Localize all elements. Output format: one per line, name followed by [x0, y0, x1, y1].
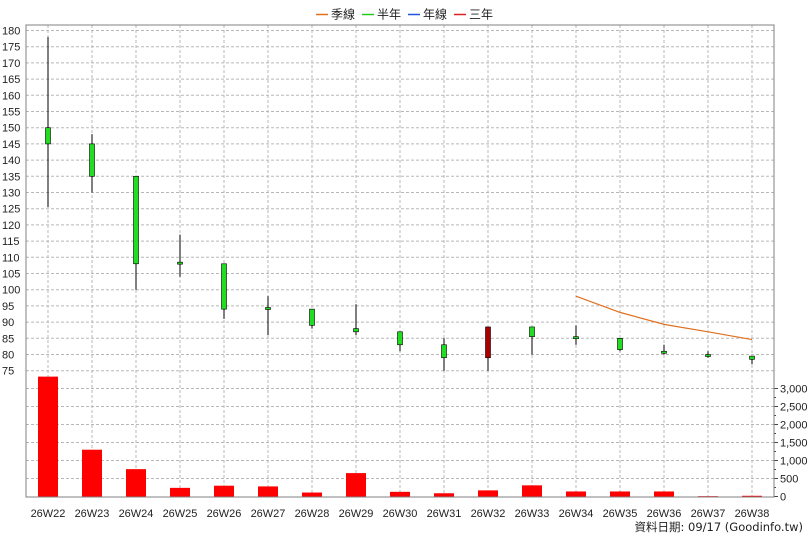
volume-bar: [390, 491, 410, 497]
volume-bar: [742, 495, 762, 497]
candle-body: [133, 176, 139, 265]
x-tick-label: 26W24: [119, 508, 154, 520]
candle-body: [309, 308, 315, 326]
volume-bar: [346, 473, 366, 497]
price-tick-label: 145: [2, 139, 20, 151]
legend-label: 半年: [377, 8, 401, 22]
x-axis: 26W22 26W23 26W24 26W25 26W26 26W27 26W28 26W29…: [31, 508, 770, 520]
x-tick-label: 26W33: [515, 508, 550, 520]
volume-tick-label: 3,000: [780, 384, 808, 396]
price-tick-label: 140: [2, 155, 20, 167]
price-tick-label: 135: [2, 171, 20, 183]
volume-tick-label: 2,000: [780, 420, 808, 432]
volume-tick-label: 2,500: [780, 402, 808, 414]
price-axis: 75 80 85 90 95 100 105 110 115 120 125 130 135 140 145…: [2, 26, 20, 378]
x-tick-label: 26W29: [339, 508, 374, 520]
x-tick-label: 26W30: [383, 508, 418, 520]
price-tick-label: 175: [2, 42, 20, 54]
x-tick-label: 26W23: [75, 508, 110, 520]
volume-bar: [38, 376, 58, 497]
price-tick-label: 95: [2, 301, 14, 313]
candle-body: [397, 331, 403, 346]
price-tick-label: 110: [2, 252, 20, 264]
volume-bar: [82, 449, 102, 497]
volume-bar: [566, 491, 586, 497]
x-tick-label: 26W22: [31, 508, 66, 520]
volume-bar: [654, 491, 674, 497]
volume-tick-label: 1,500: [780, 438, 808, 450]
x-tick-label: 26W35: [603, 508, 638, 520]
volume-bar: [170, 487, 190, 497]
x-tick-label: 26W31: [427, 508, 462, 520]
quarterly-ma-line: [575, 295, 753, 341]
x-tick-label: 26W37: [691, 508, 726, 520]
legend-label: 三年: [469, 8, 493, 22]
price-tick-label: 160: [2, 90, 20, 102]
candle-body: [705, 354, 711, 357]
candle-body: [441, 344, 447, 359]
price-tick-label: 80: [2, 350, 14, 362]
plot-frame: [25, 24, 775, 498]
price-tick-label: 90: [2, 317, 14, 329]
price-tick-label: 180: [2, 26, 20, 38]
price-tick-label: 130: [2, 188, 20, 200]
chart-legend: 季線 半年 年線 三年: [316, 7, 493, 22]
price-tick-label: 75: [2, 366, 14, 378]
x-tick-label: 26W28: [295, 508, 330, 520]
volume-bar: [434, 493, 454, 497]
candle-body: [353, 328, 359, 333]
legend-label: 季線: [331, 7, 355, 22]
data-date-footer: 資料日期: 09/17 (Goodinfo.tw): [634, 520, 803, 534]
x-tick-label: 26W38: [735, 508, 770, 520]
volume-tick-label: 0: [780, 492, 786, 504]
x-tick-label: 26W26: [207, 508, 242, 520]
price-tick-label: 100: [2, 285, 20, 297]
price-tick-label: 115: [2, 236, 20, 248]
candlesticks: [45, 36, 755, 371]
candle-body: [265, 307, 271, 310]
price-tick-label: 120: [2, 220, 20, 232]
x-tick-label: 26W25: [163, 508, 198, 520]
legend-label: 年線: [423, 7, 447, 22]
price-tick-label: 170: [2, 58, 20, 70]
moving-average-lines: [575, 295, 753, 341]
price-tick-label: 150: [2, 123, 20, 135]
volume-bar: [478, 490, 498, 497]
volume-axis: 0 500 1,000 1,500 2,000 2,500 3,000: [774, 384, 808, 504]
candle-body: [89, 143, 95, 177]
volume-tick-label: 1,000: [780, 456, 808, 468]
volume-bar: [258, 486, 278, 497]
candle-body: [221, 263, 227, 310]
candle-body: [45, 127, 51, 145]
x-tick-label: 26W34: [559, 508, 594, 520]
x-tick-label: 26W32: [471, 508, 506, 520]
x-tick-label: 26W36: [647, 508, 682, 520]
candle-body: [749, 355, 755, 360]
volume-bar: [610, 491, 630, 497]
volume-tick-label: 500: [780, 474, 798, 486]
price-tick-label: 105: [2, 269, 20, 281]
volume-bar: [302, 492, 322, 497]
volume-bar: [522, 485, 542, 497]
volume-bar: [126, 469, 146, 497]
price-tick-label: 85: [2, 333, 14, 345]
candle-body: [617, 337, 623, 350]
candle-body: [573, 336, 579, 339]
candle-body: [529, 326, 535, 337]
x-tick-label: 26W27: [251, 508, 286, 520]
volume-bars: [38, 376, 762, 498]
candle-body: [485, 326, 491, 359]
price-tick-label: 155: [2, 107, 20, 119]
price-tick-label: 125: [2, 204, 20, 216]
candle-body: [177, 261, 183, 265]
price-tick-label: 165: [2, 74, 20, 86]
candle-body: [661, 350, 667, 354]
volume-bar: [214, 485, 234, 497]
